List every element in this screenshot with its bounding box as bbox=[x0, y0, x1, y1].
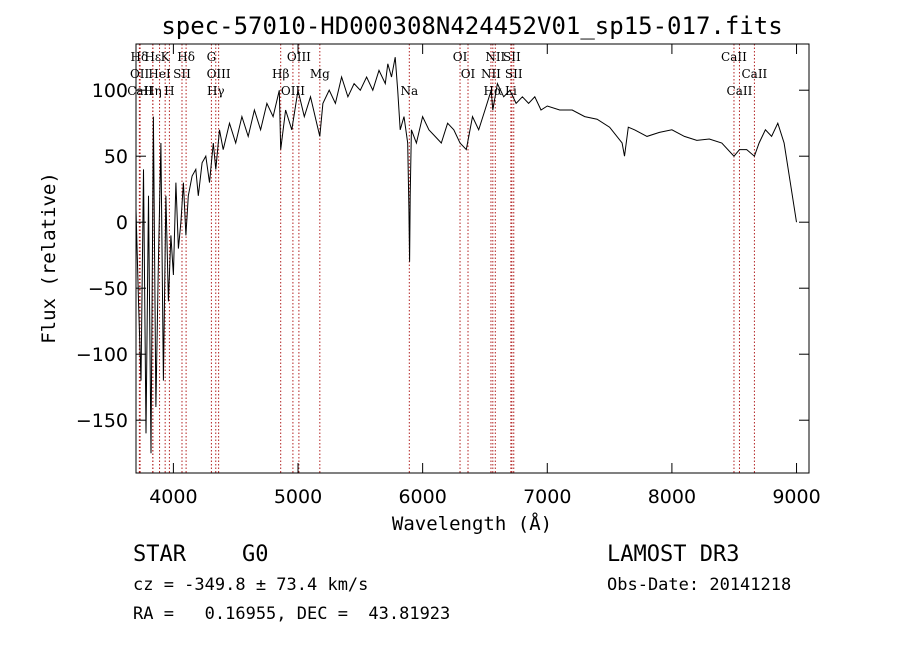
line-marker-label: OIII bbox=[287, 50, 311, 64]
line-marker-label: OI bbox=[453, 50, 468, 64]
line-marker-label: G bbox=[207, 50, 217, 64]
line-marker-label: NII bbox=[485, 50, 505, 64]
line-marker-label: OII bbox=[130, 67, 150, 81]
line-marker-label: Na bbox=[400, 84, 418, 98]
line-marker-label: SII bbox=[173, 67, 191, 81]
line-marker-label: Li bbox=[505, 84, 517, 98]
emission-line-labels: HδOIICaIIHεHeIHηKSIIHHδOIIIHγGHβOIIIOIII… bbox=[127, 50, 767, 98]
line-marker-label: SII bbox=[505, 67, 523, 81]
x-tick-label: 7000 bbox=[523, 486, 571, 508]
line-marker-label: HeI bbox=[148, 67, 171, 81]
line-marker-label: CaII bbox=[127, 84, 153, 98]
line-marker-label: Hη bbox=[144, 84, 162, 98]
y-tick-label: −150 bbox=[76, 410, 128, 432]
x-axis-label: Wavelength (Å) bbox=[392, 512, 552, 535]
line-marker-label: Hγ bbox=[207, 84, 225, 98]
spectral-subclass: G0 bbox=[242, 542, 269, 567]
x-tick-label: 6000 bbox=[398, 486, 446, 508]
y-tick-label: 50 bbox=[104, 146, 128, 168]
line-marker-label: CaII bbox=[727, 84, 753, 98]
observation-date: Obs-Date: 20141218 bbox=[607, 575, 791, 595]
line-marker-label: Hε bbox=[144, 50, 161, 64]
emission-line-markers bbox=[138, 44, 755, 473]
x-tick-label: 9000 bbox=[772, 486, 820, 508]
x-tick-label: 4000 bbox=[149, 486, 197, 508]
y-tick-label: 100 bbox=[92, 80, 128, 102]
line-marker-label: NII bbox=[481, 67, 501, 81]
line-marker-label: K bbox=[161, 50, 171, 64]
y-tick-label: −100 bbox=[76, 344, 128, 366]
line-marker-label: OI bbox=[461, 67, 476, 81]
spectrum-line bbox=[135, 57, 797, 454]
y-axis-label: Flux (relative) bbox=[38, 172, 60, 344]
line-marker-label: Hβ bbox=[272, 67, 289, 81]
line-marker-label: CaII bbox=[721, 50, 747, 64]
line-marker-label: H bbox=[164, 84, 174, 98]
line-marker-label: CaII bbox=[741, 67, 767, 81]
x-axis-ticks: 4000 5000 6000 7000 8000 9000 bbox=[149, 44, 821, 508]
y-tick-label: −50 bbox=[88, 278, 128, 300]
line-marker-label: OIII bbox=[281, 84, 305, 98]
x-tick-label: 5000 bbox=[274, 486, 322, 508]
line-marker-label: Hδ bbox=[177, 50, 195, 64]
redshift-cz: cz = -349.8 ± 73.4 km/s bbox=[133, 575, 368, 595]
y-tick-label: 0 bbox=[116, 212, 128, 234]
line-marker-label: SII bbox=[503, 50, 521, 64]
line-marker-label: Hα bbox=[484, 84, 503, 98]
line-marker-label: Mg bbox=[310, 67, 330, 81]
line-marker-label: Hδ bbox=[131, 50, 149, 64]
x-tick-label: 8000 bbox=[648, 486, 696, 508]
y-axis-ticks: −150 −100 −50 0 50 100 bbox=[76, 80, 809, 432]
survey-name: LAMOST DR3 bbox=[607, 542, 739, 567]
ra-dec-coordinates: RA = 0.16955, DEC = 43.81923 bbox=[133, 604, 450, 624]
line-marker-label: OIII bbox=[207, 67, 231, 81]
object-type: STAR bbox=[133, 542, 187, 567]
plot-frame bbox=[135, 43, 810, 474]
chart-title: spec-57010-HD000308N424452V01_sp15-017.f… bbox=[161, 12, 782, 40]
